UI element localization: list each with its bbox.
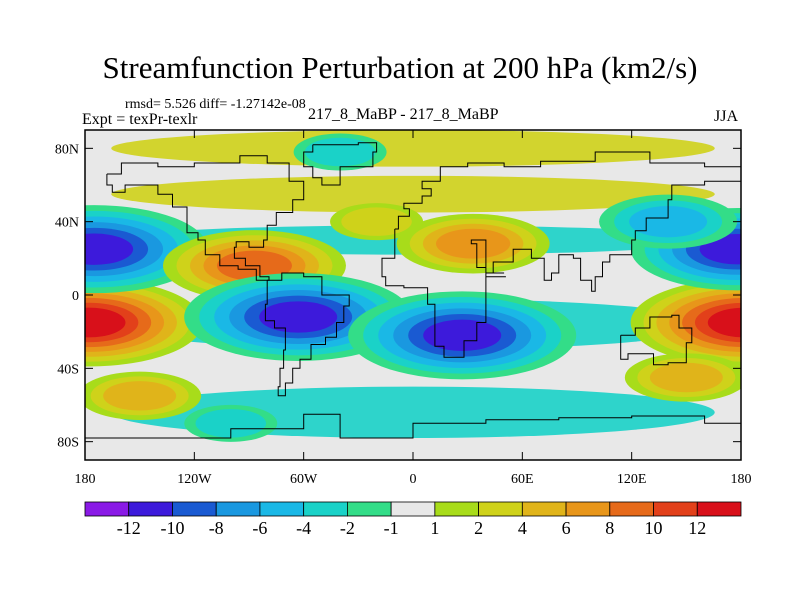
colorbar-swatch-5 (303, 501, 348, 517)
coast-australia (620, 314, 693, 366)
coast-eurasia-africa (381, 151, 741, 358)
contour-11-1 (195, 409, 267, 438)
coast-greenland (303, 142, 378, 186)
y-tick-label-2: 0 (72, 289, 79, 304)
subtitle-label: 217_8_MaBP - 217_8_MaBP (308, 106, 499, 123)
x-tick-label-5: 120E (617, 472, 647, 487)
colorbar-swatch-3 (215, 501, 261, 517)
colorbar-label-4: -4 (296, 518, 311, 538)
contour-13-2 (103, 381, 177, 411)
colorbar-swatch-14 (696, 501, 742, 517)
colorbar-swatch-0 (84, 501, 130, 517)
contour-10-2 (629, 206, 708, 238)
colorbar-swatch-11 (565, 501, 611, 517)
y-tick-label-0: 80N (55, 142, 79, 157)
colorbar-swatch-6 (346, 501, 392, 517)
colorbar-label-12: 10 (645, 518, 663, 538)
x-tick-label-4: 60E (511, 472, 534, 487)
contour-1-6 (707, 307, 741, 338)
coastline-outline (85, 142, 741, 439)
colorbar-swatch-4 (259, 501, 305, 517)
colorbar-label-7: 1 (430, 518, 439, 538)
chart-title: Streamfunction Perturbation at 200 hPa (… (102, 50, 698, 85)
experiment-label: Expt = texPr-texlr (82, 111, 198, 128)
colorbar-label-13: 12 (688, 518, 706, 538)
x-tick-label-6: 180 (731, 472, 752, 487)
coast-south-america (264, 272, 350, 397)
colorbar-label-11: 8 (605, 518, 614, 538)
coast-antarctica (85, 413, 741, 439)
band-arctic (111, 130, 715, 167)
colorbar-label-1: -10 (160, 518, 184, 538)
y-tick-label-1: 40N (55, 216, 79, 231)
contour-5-5 (259, 301, 338, 333)
colorbar-swatch-2 (172, 501, 217, 517)
contour-6-5 (423, 319, 502, 352)
colorbar-swatch-13 (653, 501, 698, 517)
colorbar-swatch-9 (478, 501, 523, 517)
contour-field (85, 130, 741, 460)
contour-8-1 (341, 207, 412, 236)
colorbar-label-10: 6 (562, 518, 571, 538)
y-tick-label-4: 80S (57, 436, 79, 451)
contour-0-6 (85, 307, 126, 338)
band-n-midlat (111, 175, 715, 213)
stats-text: rmsd= 5.526 diff= -1.27142e-08 (125, 97, 306, 112)
axis-ticks: 180 120W 60W 0 60E 120E 180 80N 40N 0 40S 80S (55, 130, 752, 487)
colorbar-swatch-10 (521, 501, 567, 517)
colorbar-swatch-7 (390, 501, 436, 517)
contour-9-1 (304, 137, 376, 167)
x-tick-label-3: 0 (410, 472, 417, 487)
colorbar-label-9: 4 (518, 518, 527, 538)
x-tick-label-1: 120W (177, 472, 212, 487)
colorbar-label-6: -1 (384, 518, 399, 538)
colorbar-label-8: 2 (474, 518, 483, 538)
x-tick-label-2: 60W (290, 472, 318, 487)
season-label: JJA (714, 108, 739, 125)
colorbar-label-3: -6 (252, 518, 267, 538)
colorbar: -12 -10 -8 -6 -4 -2 -1 1 2 4 6 8 10 12 (84, 501, 742, 538)
colorbar-label-2: -8 (209, 518, 224, 538)
x-tick-label-0: 180 (75, 472, 96, 487)
contour-12-2 (649, 362, 723, 393)
colorbar-swatch-12 (609, 501, 654, 517)
colorbar-label-5: -2 (340, 518, 355, 538)
coast-north-america (106, 155, 305, 281)
colorbar-swatch-1 (128, 501, 173, 517)
colorbar-label-0: -12 (117, 518, 141, 538)
y-tick-label-3: 40S (57, 362, 79, 377)
colorbar-swatch-8 (434, 501, 480, 517)
contour-2-5 (85, 233, 134, 265)
